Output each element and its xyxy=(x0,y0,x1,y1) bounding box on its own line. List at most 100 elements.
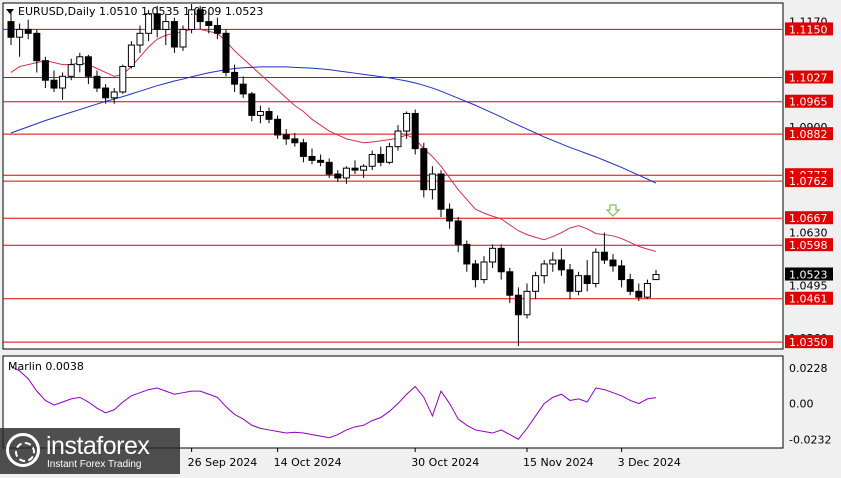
level-label: 1.0882 xyxy=(789,128,828,141)
candle-body xyxy=(360,165,368,171)
candle-body xyxy=(299,142,307,157)
candle-body xyxy=(24,28,32,34)
candle-body xyxy=(153,13,161,30)
current-price-bg xyxy=(785,267,833,281)
candle-body xyxy=(592,251,600,285)
oscillator-tick-label: 0.00 xyxy=(789,398,814,411)
oscillator-tick-label: 0.0228 xyxy=(789,362,828,375)
candle xyxy=(600,232,608,264)
candle xyxy=(575,271,583,296)
candle-body xyxy=(342,167,350,179)
candle xyxy=(635,283,643,302)
candle xyxy=(274,115,282,139)
candle xyxy=(652,269,660,281)
time-axis: 26 Sep 2024 14 Oct 2024 30 Oct 2024 15 Nov … xyxy=(188,448,681,469)
candle xyxy=(428,166,436,200)
candle xyxy=(110,88,118,104)
candle-body xyxy=(291,138,299,144)
candle xyxy=(480,256,488,284)
candle xyxy=(248,91,256,122)
candle xyxy=(549,252,557,272)
time-tick-label: 30 Oct 2024 xyxy=(411,456,479,469)
triangle-down-icon[interactable] xyxy=(6,9,14,14)
level-label-bg xyxy=(785,70,833,84)
candle xyxy=(265,107,273,124)
candle-body xyxy=(506,271,514,296)
candle-body xyxy=(446,208,454,222)
candle xyxy=(213,17,221,40)
candle-body xyxy=(377,154,385,163)
time-tick-label: 15 Nov 2024 xyxy=(523,456,593,469)
candle xyxy=(67,58,75,81)
candle xyxy=(403,111,411,139)
candle-body xyxy=(471,263,479,281)
candle-body xyxy=(583,275,591,285)
candle-body xyxy=(196,9,204,23)
watermark: instaforex Instant Forex Trading xyxy=(0,428,180,474)
watermark-subtitle: Instant Forex Trading xyxy=(47,459,142,470)
candle xyxy=(119,64,127,94)
candle xyxy=(41,56,49,89)
candle xyxy=(368,150,376,171)
main-panel[interactable] xyxy=(2,2,784,350)
candle xyxy=(50,70,58,92)
candle-body xyxy=(420,148,428,191)
candle-body xyxy=(205,21,213,26)
candle-body xyxy=(428,173,436,191)
candle xyxy=(136,25,144,53)
level-label-bg xyxy=(785,335,833,349)
candle xyxy=(127,41,135,69)
candle xyxy=(420,142,428,198)
candle xyxy=(33,29,41,73)
candle-body xyxy=(102,87,110,99)
candle-body xyxy=(265,111,273,120)
candle-body xyxy=(256,111,264,116)
candle xyxy=(360,164,368,178)
candle xyxy=(342,166,350,184)
price-tick-label: 1.0495 xyxy=(789,279,828,292)
down-arrow-icon xyxy=(605,204,621,217)
candle xyxy=(325,158,333,178)
candle-body xyxy=(162,21,170,30)
oscillator-lines xyxy=(10,365,657,440)
candle xyxy=(24,19,32,40)
candle xyxy=(609,254,617,272)
candle xyxy=(84,54,92,85)
candle xyxy=(317,154,325,167)
candle xyxy=(618,260,626,288)
candle-body xyxy=(600,251,608,261)
candle xyxy=(454,217,462,253)
level-label: 1.0965 xyxy=(789,96,828,109)
candle-body xyxy=(127,44,135,68)
candle-body xyxy=(7,21,15,38)
candle xyxy=(76,52,84,73)
level-label-bg xyxy=(785,211,833,225)
candle xyxy=(523,283,531,319)
candle xyxy=(411,109,419,155)
candle xyxy=(497,244,505,280)
candle-body xyxy=(540,263,548,277)
instaforex-logo-icon xyxy=(6,433,40,467)
candle xyxy=(7,9,15,46)
candle xyxy=(506,267,514,304)
candle-body xyxy=(652,274,660,281)
candle xyxy=(566,263,574,300)
candle xyxy=(489,244,497,268)
candle-body xyxy=(325,161,333,175)
candle xyxy=(385,142,393,165)
candle-body xyxy=(222,32,230,73)
candle-body xyxy=(394,130,402,148)
candle-body xyxy=(179,28,187,48)
candle-body xyxy=(41,60,49,81)
candle xyxy=(291,133,299,147)
level-label-bg xyxy=(785,94,833,108)
candle-body xyxy=(188,9,196,30)
level-label-bg xyxy=(785,127,833,141)
marlin-line xyxy=(10,365,657,440)
candle xyxy=(205,11,213,34)
candle xyxy=(282,129,290,145)
candle-body xyxy=(497,247,505,273)
time-tick-label: 26 Sep 2024 xyxy=(188,456,258,469)
time-tick-label: 14 Oct 2024 xyxy=(274,456,342,469)
